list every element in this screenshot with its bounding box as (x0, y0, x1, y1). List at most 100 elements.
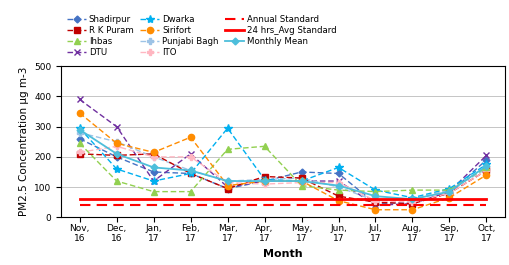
Sirifort (372, 208, 378, 211)
R K Puram (150, 152, 156, 156)
Shadirpur (372, 202, 378, 205)
DTU (114, 125, 120, 128)
Dwarka (76, 127, 82, 130)
Sirifort (114, 142, 120, 145)
Shadirpur (224, 187, 230, 190)
Y-axis label: PM2.5 Concentration μg m-3: PM2.5 Concentration μg m-3 (19, 67, 29, 217)
Sirifort (483, 173, 489, 176)
Dwarka (261, 178, 267, 181)
Dwarka (114, 167, 120, 171)
Annual Standard (76, 204, 82, 207)
Shadirpur (114, 155, 120, 158)
Line: ITO: ITO (76, 143, 489, 206)
Line: Sirifort: Sirifort (76, 110, 489, 213)
DTU (261, 179, 267, 183)
R K Puram (261, 175, 267, 178)
Line: R K Puram: R K Puram (77, 151, 488, 206)
Ihbas (150, 190, 156, 193)
Sirifort (445, 196, 451, 199)
Legend: Shadirpur, R K Puram, Ihbas, DTU, Dwarka, Sirifort, Punjabi Bagh, ITO, Annual St: Shadirpur, R K Puram, Ihbas, DTU, Dwarka… (65, 13, 337, 59)
24 hrs_Avg Standard (114, 198, 120, 201)
24 hrs_Avg Standard (298, 198, 304, 201)
ITO (114, 145, 120, 148)
Ihbas (76, 142, 82, 145)
Sirifort (224, 184, 230, 187)
Line: Shadirpur: Shadirpur (77, 136, 488, 206)
ITO (224, 181, 230, 184)
Dwarka (483, 163, 489, 166)
Dwarka (335, 166, 341, 169)
DTU (187, 152, 193, 156)
24 hrs_Avg Standard (483, 198, 489, 201)
R K Puram (114, 154, 120, 157)
Dwarka (409, 196, 415, 199)
Ihbas (409, 188, 415, 192)
Monthly Mean (261, 179, 267, 183)
Annual Standard (224, 204, 230, 207)
Ihbas (261, 145, 267, 148)
R K Puram (298, 176, 304, 180)
Line: Ihbas: Ihbas (76, 140, 489, 195)
Dwarka (298, 179, 304, 183)
ITO (150, 155, 156, 158)
DTU (224, 186, 230, 189)
Monthly Mean (409, 198, 415, 201)
ITO (483, 169, 489, 172)
Punjabi Bagh (261, 178, 267, 181)
DTU (150, 179, 156, 183)
24 hrs_Avg Standard (224, 198, 230, 201)
Annual Standard (483, 204, 489, 207)
Annual Standard (298, 204, 304, 207)
Shadirpur (187, 172, 193, 175)
Sirifort (187, 136, 193, 139)
R K Puram (483, 169, 489, 172)
Sirifort (261, 179, 267, 183)
Annual Standard (261, 204, 267, 207)
Monthly Mean (76, 128, 82, 131)
Punjabi Bagh (372, 199, 378, 202)
Ihbas (483, 166, 489, 169)
Dwarka (372, 188, 378, 192)
Shadirpur (483, 158, 489, 161)
Dwarka (187, 172, 193, 175)
Line: DTU: DTU (76, 96, 489, 209)
Punjabi Bagh (445, 188, 451, 192)
R K Puram (372, 201, 378, 204)
Shadirpur (298, 170, 304, 174)
Shadirpur (76, 137, 82, 140)
DTU (76, 98, 82, 101)
R K Puram (224, 187, 230, 190)
Annual Standard (445, 204, 451, 207)
Punjabi Bagh (150, 155, 156, 158)
Annual Standard (372, 204, 378, 207)
Annual Standard (409, 204, 415, 207)
Sirifort (335, 199, 341, 202)
Dwarka (150, 179, 156, 183)
Shadirpur (335, 172, 341, 175)
Dwarka (445, 187, 451, 190)
Punjabi Bagh (187, 169, 193, 172)
ITO (298, 181, 304, 184)
Ihbas (445, 188, 451, 192)
Dwarka (224, 127, 230, 130)
R K Puram (409, 202, 415, 205)
24 hrs_Avg Standard (372, 198, 378, 201)
24 hrs_Avg Standard (261, 198, 267, 201)
Monthly Mean (114, 152, 120, 156)
DTU (483, 154, 489, 157)
Monthly Mean (150, 166, 156, 169)
Shadirpur (261, 179, 267, 183)
Punjabi Bagh (76, 131, 82, 134)
ITO (372, 199, 378, 202)
Monthly Mean (298, 179, 304, 183)
Punjabi Bagh (298, 176, 304, 180)
24 hrs_Avg Standard (445, 198, 451, 201)
Sirifort (298, 179, 304, 183)
Punjabi Bagh (409, 198, 415, 201)
ITO (76, 151, 82, 154)
Annual Standard (187, 204, 193, 207)
24 hrs_Avg Standard (335, 198, 341, 201)
R K Puram (445, 192, 451, 195)
ITO (445, 192, 451, 195)
Annual Standard (335, 204, 341, 207)
